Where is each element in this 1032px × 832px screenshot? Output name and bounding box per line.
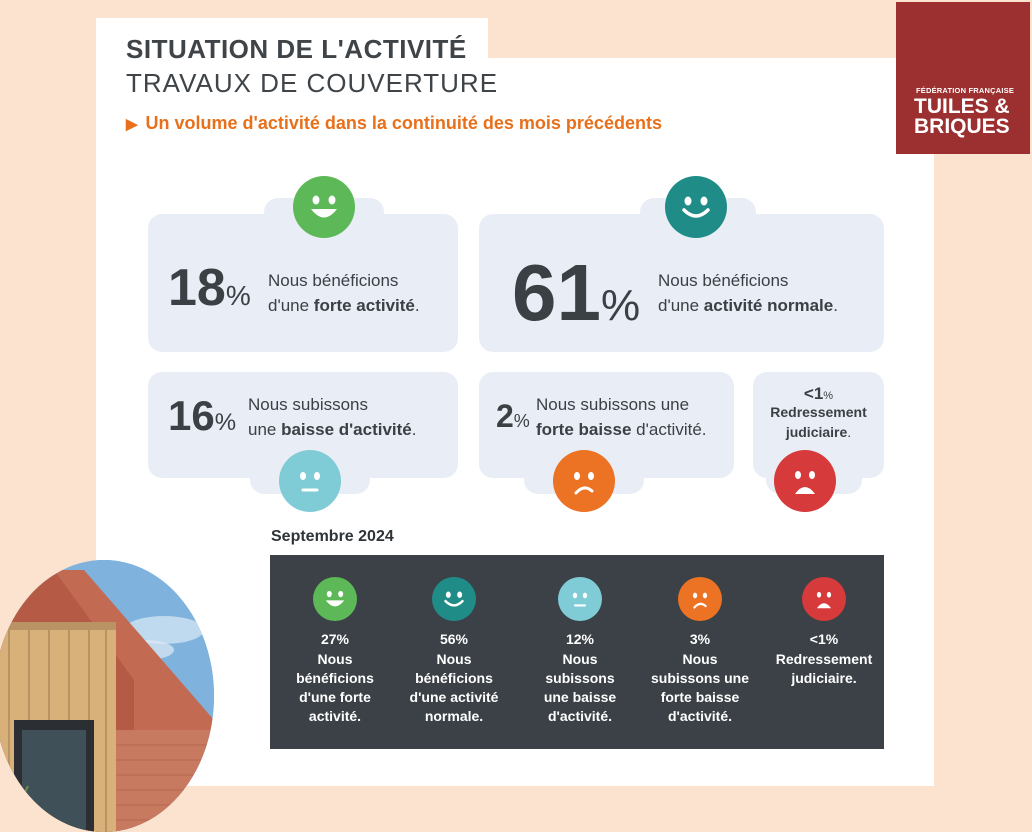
big-smile-icon — [293, 176, 355, 238]
prev-line: subissons une — [650, 670, 750, 686]
prev-label: Nous subissons une forte baisse d'activité. — [640, 650, 760, 726]
stat-desc-bold: forte activité — [313, 296, 415, 315]
prev-line: subissons — [545, 670, 615, 686]
stat-desc-bold: judiciaire — [785, 424, 848, 440]
stat-desc-bold: forte baisse — [536, 420, 632, 439]
prev-line: Nous — [436, 651, 472, 667]
prev-label: Nous bénéficions d'une forte activité. — [275, 650, 395, 726]
stat-unit: % — [823, 390, 834, 402]
stat-desc-end: . — [847, 424, 852, 440]
prev-line: forte baisse — [660, 689, 740, 705]
stat-desc-receivership: Redressement judiciaire. — [753, 402, 884, 442]
prev-pct: 12% — [565, 631, 595, 647]
previous-period-panel: 27% Nous bénéficions d'une forte activité. … — [270, 555, 884, 749]
prev-line: d'une forte — [299, 689, 371, 705]
stat-value-receivership: <1% — [753, 384, 884, 404]
stat-desc-end: . — [411, 420, 417, 439]
big-smile-icon — [313, 577, 357, 621]
prev-line: bénéficions — [415, 670, 493, 686]
stat-value-normal: 61% — [512, 247, 640, 339]
stat-bubble-normal — [479, 214, 884, 352]
headline-text: Un volume d'activité dans la continuité … — [145, 113, 662, 133]
stat-bubble-strong — [148, 214, 458, 352]
prev-label: Nous subissons une baisse d'activité. — [520, 650, 640, 726]
prev-line: une baisse — [543, 689, 617, 705]
prev-line: bénéficions — [296, 670, 374, 686]
neutral-face-icon — [558, 577, 602, 621]
stat-value-strong-decline: 2% — [496, 398, 530, 435]
frown-face-icon — [678, 577, 722, 621]
stat-desc-normal: Nous bénéficions d'une activité normale. — [658, 268, 838, 318]
logo-line1: TUILES & — [914, 95, 1010, 118]
frown-face-icon — [553, 450, 615, 512]
prev-pct: 56% — [439, 631, 469, 647]
stat-number: 2 — [496, 398, 514, 434]
prev-line: Nous — [317, 651, 353, 667]
title-box — [96, 18, 488, 138]
stat-desc-line1: Nous subissons — [248, 395, 369, 414]
prev-line: normale. — [424, 708, 484, 724]
logo-big-text: TUILES & BRIQUES — [914, 95, 1010, 138]
prev-line: activité. — [308, 708, 362, 724]
headline: ▶ Un volume d'activité dans la continuité… — [126, 113, 662, 134]
stat-desc-plain: d'une — [268, 296, 314, 315]
prev-pct: 27% — [320, 631, 350, 647]
sad-face-icon — [774, 450, 836, 512]
stat-desc-line1: Nous bénéficions — [658, 271, 789, 290]
prev-line: d'activité. — [547, 708, 613, 724]
stat-unit: % — [513, 411, 530, 431]
prev-label: Redressement judiciaire. — [764, 650, 884, 688]
prev-line: Nous — [682, 651, 718, 667]
stat-desc-bold: baisse d'activité — [281, 420, 412, 439]
stat-desc-plain: une — [248, 420, 282, 439]
prev-label: Nous bénéficions d'une activité normale. — [394, 650, 514, 726]
stat-desc-decline: Nous subissons une baisse d'activité. — [248, 392, 417, 442]
stat-desc-plain: d'une — [658, 296, 704, 315]
previous-period-label: Septembre 2024 — [271, 528, 394, 545]
stat-value-decline: 16% — [168, 392, 236, 440]
stat-unit: % — [600, 281, 641, 330]
stat-desc-end: . — [833, 296, 838, 315]
stat-desc-end: . — [414, 296, 420, 315]
prev-pct: <1% — [809, 631, 839, 647]
prev-line: d'activité. — [667, 708, 733, 724]
sad-face-icon — [802, 577, 846, 621]
prev-line: Redressement — [775, 651, 873, 667]
logo-small-text: FÉDÉRATION FRANÇAISE — [916, 86, 1015, 95]
smile-icon — [665, 176, 727, 238]
logo-line2: BRIQUES — [914, 115, 1010, 138]
stat-unit: % — [225, 280, 251, 311]
stat-value-strong: 18% — [168, 258, 251, 318]
stat-desc-line1: Nous bénéficions — [268, 271, 399, 290]
prev-pct: 3% — [689, 631, 711, 647]
stat-desc-line1: Redressement — [770, 404, 867, 420]
ffttb-logo: FÉDÉRATION FRANÇAISE TUILES & BRIQUES — [896, 2, 1030, 154]
stat-desc-end: d'activité. — [631, 420, 707, 439]
stat-number: 16 — [168, 392, 215, 439]
building-photo — [0, 560, 214, 832]
stat-desc-strong: Nous bénéficions d'une forte activité. — [268, 268, 420, 318]
stat-number: <1 — [803, 384, 824, 403]
stat-number: 18 — [168, 259, 226, 317]
triangle-arrow-icon: ▶ — [126, 116, 138, 133]
page-subtitle: TRAVAUX DE COUVERTURE — [126, 68, 499, 98]
stat-desc-line1: Nous subissons une — [536, 395, 690, 414]
stat-unit: % — [214, 409, 237, 436]
page-title: SITUATION DE L'ACTIVITÉ — [126, 34, 467, 64]
prev-line: judiciaire. — [791, 670, 857, 686]
prev-line: d'une activité — [409, 689, 499, 705]
prev-line: Nous — [562, 651, 598, 667]
neutral-face-icon — [279, 450, 341, 512]
stat-desc-strong-decline: Nous subissons une forte baisse d'activit… — [536, 392, 707, 442]
stat-desc-bold: activité normale — [703, 296, 834, 315]
smile-icon — [432, 577, 476, 621]
stat-number: 61 — [512, 248, 601, 337]
